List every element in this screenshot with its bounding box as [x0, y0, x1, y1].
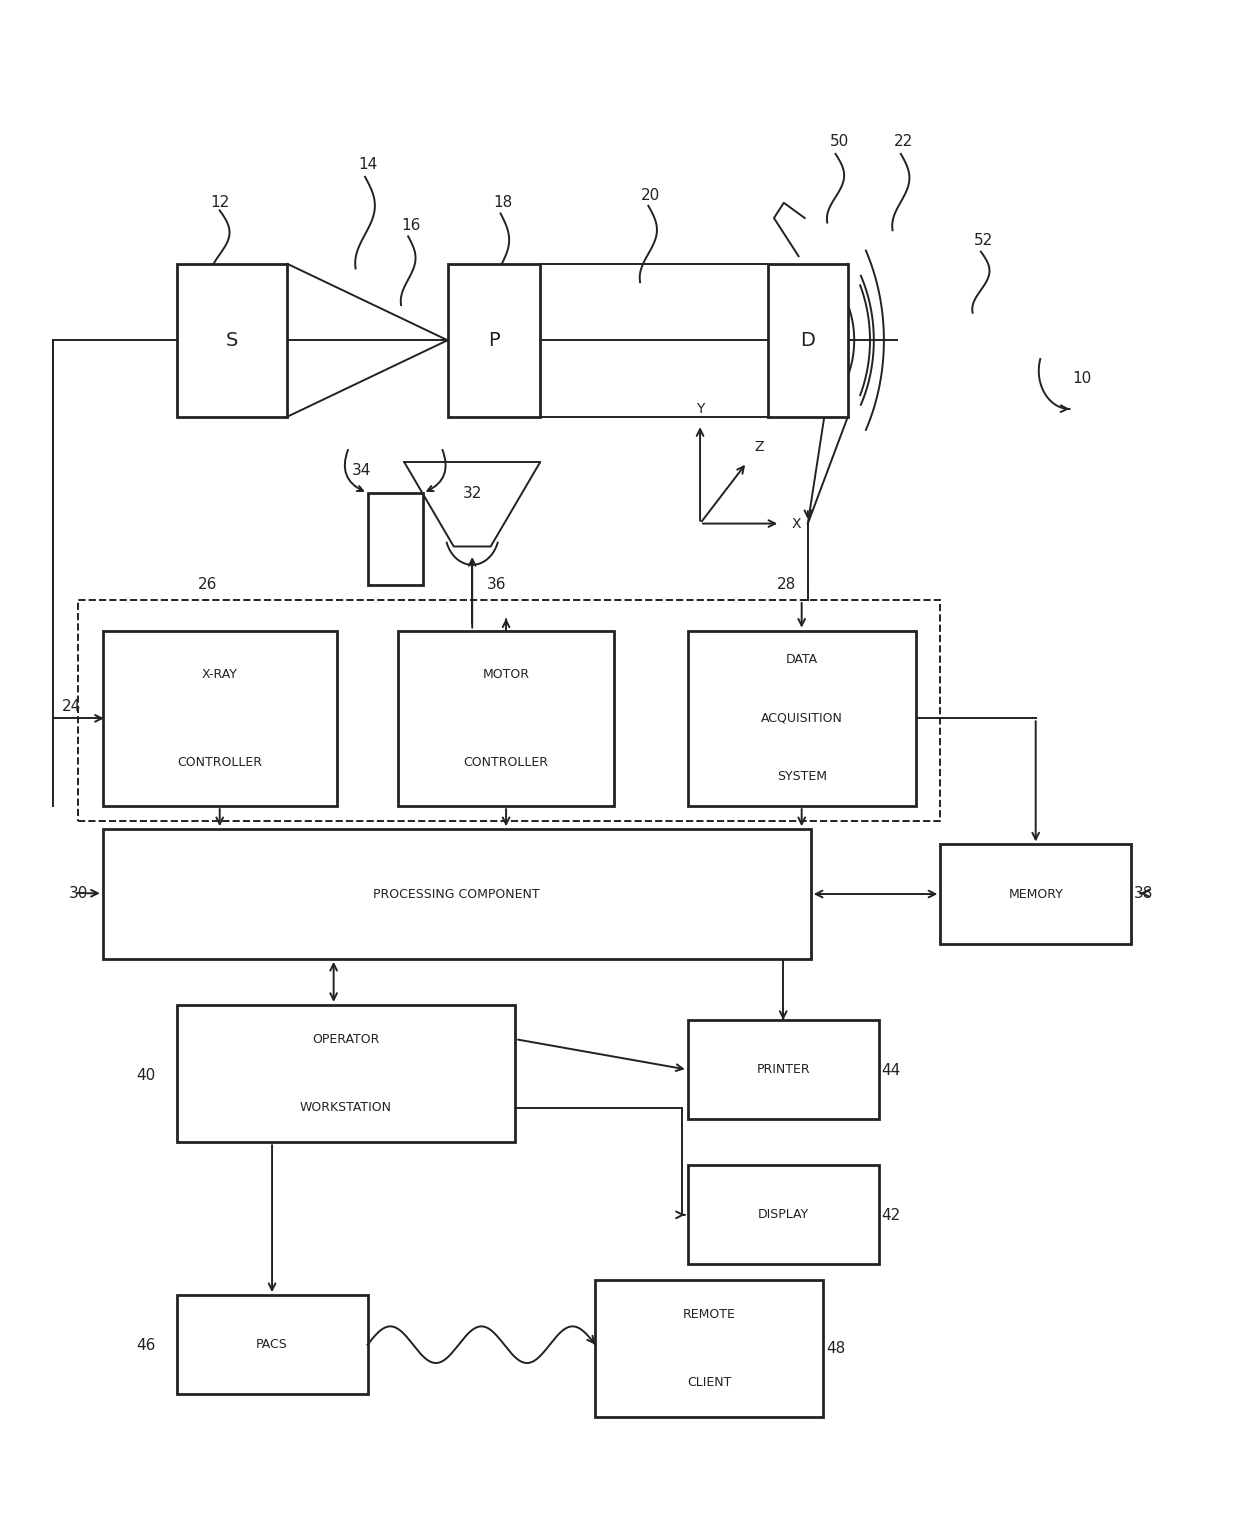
FancyBboxPatch shape	[176, 264, 288, 416]
Text: Z: Z	[754, 441, 764, 455]
Text: PRINTER: PRINTER	[756, 1063, 810, 1077]
FancyBboxPatch shape	[688, 1166, 879, 1264]
FancyBboxPatch shape	[940, 845, 1131, 943]
Text: 10: 10	[1073, 372, 1091, 386]
Text: X-RAY: X-RAY	[202, 668, 238, 680]
FancyBboxPatch shape	[448, 264, 539, 416]
Text: 26: 26	[197, 578, 217, 593]
Text: Y: Y	[696, 402, 704, 416]
Text: MOTOR: MOTOR	[482, 668, 529, 680]
Text: 38: 38	[1133, 886, 1153, 900]
Text: P: P	[489, 330, 500, 350]
FancyBboxPatch shape	[176, 1295, 367, 1395]
FancyBboxPatch shape	[595, 1279, 823, 1418]
Text: D: D	[800, 330, 815, 350]
Text: 42: 42	[882, 1209, 900, 1223]
Text: WORKSTATION: WORKSTATION	[300, 1101, 392, 1115]
FancyBboxPatch shape	[398, 630, 614, 806]
FancyBboxPatch shape	[768, 264, 848, 416]
Text: 12: 12	[210, 195, 229, 210]
Text: X: X	[791, 516, 801, 530]
Text: 52: 52	[973, 233, 993, 249]
Text: 32: 32	[463, 485, 482, 501]
FancyBboxPatch shape	[367, 493, 423, 585]
Text: 24: 24	[62, 699, 82, 714]
Text: DISPLAY: DISPLAY	[758, 1209, 808, 1221]
Text: 48: 48	[826, 1341, 846, 1356]
Text: OPERATOR: OPERATOR	[312, 1032, 379, 1046]
Text: 14: 14	[358, 157, 377, 172]
Text: 46: 46	[136, 1338, 155, 1353]
Text: MEMORY: MEMORY	[1008, 888, 1063, 900]
Text: S: S	[226, 330, 238, 350]
Text: CLIENT: CLIENT	[687, 1376, 732, 1390]
Text: CONTROLLER: CONTROLLER	[177, 756, 262, 770]
Text: 34: 34	[352, 462, 371, 478]
FancyBboxPatch shape	[688, 1020, 879, 1120]
Text: ACQUISITION: ACQUISITION	[760, 711, 843, 725]
Text: 30: 30	[68, 886, 88, 900]
Text: 22: 22	[894, 134, 913, 149]
FancyBboxPatch shape	[176, 1005, 516, 1143]
Text: 40: 40	[136, 1068, 155, 1083]
Text: 18: 18	[494, 195, 512, 210]
Text: 20: 20	[641, 187, 661, 203]
Text: 50: 50	[830, 134, 849, 149]
Text: REMOTE: REMOTE	[683, 1307, 735, 1321]
Text: 36: 36	[487, 578, 507, 593]
Text: PROCESSING COMPONENT: PROCESSING COMPONENT	[373, 888, 541, 900]
Text: PACS: PACS	[257, 1338, 288, 1352]
Text: 16: 16	[401, 218, 420, 233]
Text: DATA: DATA	[786, 653, 817, 667]
Text: SYSTEM: SYSTEM	[776, 771, 827, 783]
Text: 44: 44	[882, 1063, 900, 1078]
FancyBboxPatch shape	[103, 829, 811, 958]
FancyBboxPatch shape	[688, 630, 915, 806]
Text: CONTROLLER: CONTROLLER	[464, 756, 548, 770]
Text: 28: 28	[776, 578, 796, 593]
FancyBboxPatch shape	[103, 630, 337, 806]
